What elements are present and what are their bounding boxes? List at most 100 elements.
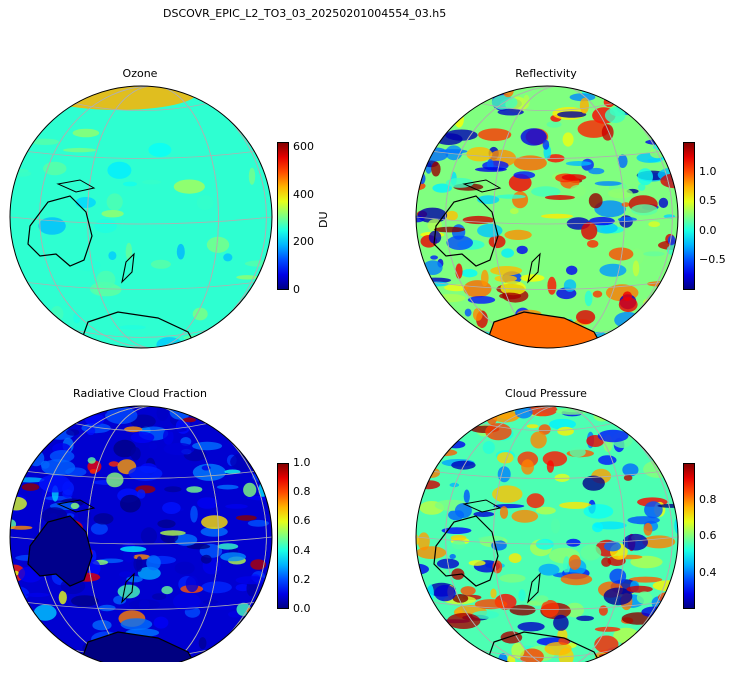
new-zealand-coastline [121,252,135,284]
australia-coastline [433,515,499,587]
reflectivity-field-patch [648,221,660,228]
colorbar-tick-label: 1.0 [699,164,717,178]
ozone-field-patch [248,167,256,185]
cloud-pressure-field-patch [518,589,526,602]
cloud-pressure-field-patch [665,406,674,417]
cloud-fraction-field-patch [130,431,155,443]
cloud-pressure-field-patch [482,441,495,454]
cloud-pressure-field-patch [542,451,568,467]
cloud-pressure-field-patch [422,415,438,420]
reflectivity-field-patch [579,97,589,114]
new-zealand-coastline [527,572,541,604]
cloud-fraction-field-patch [128,466,163,481]
figure-title: DSCOVR_EPIC_L2_TO3_03_20250201004554_03.… [163,7,447,20]
reflectivity-field-patch [455,263,463,279]
cloud-pressure-field-patch [472,610,499,619]
colorbar-tick-label: 0.8 [699,492,717,506]
parallel-line [10,216,272,225]
cloud-pressure-field-patch [568,554,581,570]
cloud-fraction-field-patch [264,623,272,630]
ozone-field-patch [96,270,116,289]
cloud-fraction-field-patch [192,441,223,451]
reflectivity-field-patch [588,193,603,209]
antarctica-coastline [483,631,606,662]
cloud-pressure-field-patch [463,489,470,504]
reflectivity-field-patch [445,210,458,221]
cloud-fraction-field-patch [250,559,267,570]
cloud-fraction-field-patch [148,442,158,450]
cloud-fraction-field-patch [19,634,49,643]
cloud-pressure-field-patch [582,475,605,491]
cloud-fraction-field-patch [136,556,143,572]
cloud-fraction-field-patch [214,413,244,426]
cloud-pressure-field-patch [497,466,511,483]
reflectivity-field-patch [643,251,665,257]
cloud-pressure-field-patch [565,602,585,618]
cloud-fraction-field-patch [164,486,182,493]
cloud-pressure-field-patch [426,628,453,634]
cloud-fraction-field-patch [10,421,36,431]
cloud-pressure-field-patch [416,563,429,575]
cloud-pressure-field-patch [623,406,645,422]
cloud-pressure-field-patch [630,555,663,569]
ozone-field-patch [63,147,96,153]
reflectivity-field-patch [608,247,634,261]
cloud-pressure-field-patch [530,431,547,449]
reflectivity-field-patch [512,191,529,209]
cloud-pressure-field-patch [417,532,430,551]
meridian-line [39,86,267,348]
cloud-pressure-field-patch [566,538,581,547]
reflectivity-field-patch [444,86,476,95]
cloud-pressure-field-patch [449,554,456,559]
cloud-fraction-field-patch [38,474,71,493]
cloud-pressure-field-patch [553,614,569,631]
cloud-pressure-field-patch [622,463,639,477]
cloud-pressure-field-patch [499,506,509,519]
antarctica-coastline [77,311,200,348]
cloud-fraction-field-patch [223,408,233,413]
colorbar-tick-label: 0.4 [293,543,311,557]
cloud-pressure-field-patch [622,533,648,551]
ozone-field-patch [223,253,233,262]
reflectivity-field-patch [464,308,472,317]
cloud-pressure-field-patch [546,460,554,473]
meridian-line [445,86,673,348]
cloud-fraction-field-patch [224,469,241,474]
cloud-fraction-field-patch [29,406,47,411]
cloud-fraction-field-patch [186,543,211,550]
reflectivity-field-patch [618,297,638,313]
cloud-pressure-field-patch [601,557,612,567]
cloud-pressure-field-patch [670,465,678,475]
colorbar-gradient [683,142,695,290]
cloud-fraction-field-patch [235,584,250,592]
cloud-pressure-field-patch [497,452,514,464]
parallel-line [433,282,661,290]
reflectivity-field-patch [466,147,493,162]
reflectivity-field-patch [566,265,578,275]
reflectivity-field-patch [458,338,488,348]
cloud-pressure-field-patch [653,439,667,457]
cloud-pressure-field-patch [416,430,430,446]
cloud-fraction-field-patch [10,645,40,662]
australia-coastline [27,515,93,587]
reflectivity-field-patch [459,341,467,348]
reflectivity-field-patch [416,95,427,113]
cloud-fraction-field-patch [120,494,141,513]
australia-coastline [27,195,93,267]
cloud-pressure-field-patch [560,573,593,586]
cloud-pressure-field-patch [619,642,631,655]
cloud-fraction-field-patch [87,408,108,416]
cloud-pressure-field-patch [492,485,523,503]
reflectivity-field-patch [497,108,524,116]
reflectivity-field-patch [510,208,519,215]
globe-outline [415,405,679,662]
cloud-fraction-field-patch [201,581,232,594]
cloud-fraction-field-patch [10,447,24,457]
cloud-pressure-field-patch [563,556,571,574]
cloud-pressure-field-patch [452,594,469,603]
cloud-fraction-field-patch [28,637,38,650]
cloud-fraction-field-patch [200,526,228,537]
reflectivity-field-patch [504,229,532,240]
cloud-fraction-field-patch [108,461,120,467]
colorbar-tick-label: 0.2 [293,572,311,586]
